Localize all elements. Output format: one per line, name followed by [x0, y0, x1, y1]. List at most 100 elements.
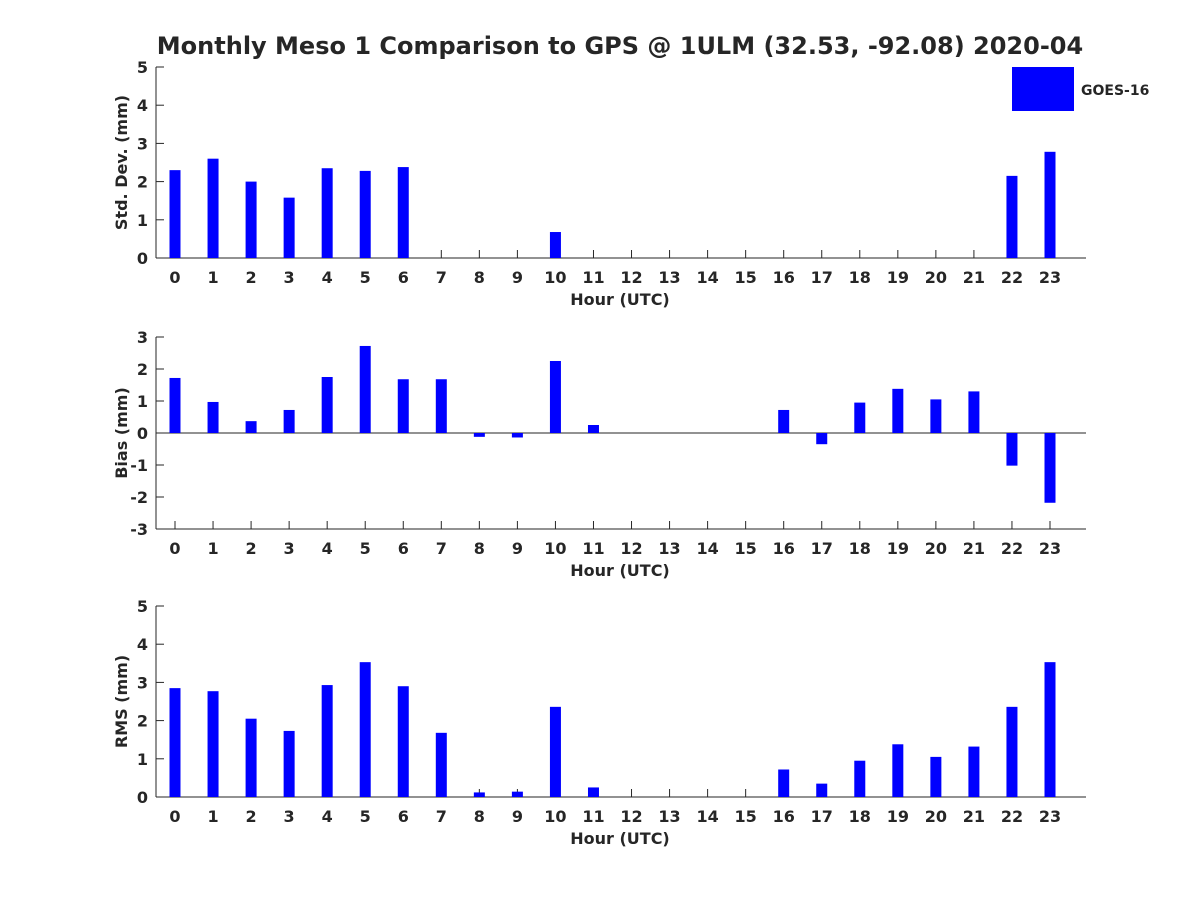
x-tick-label: 19 — [887, 539, 909, 558]
x-tick-label: 15 — [735, 539, 757, 558]
x-tick-label: 17 — [811, 807, 833, 826]
bar-hour-16 — [778, 769, 790, 797]
y-tick-label: -3 — [130, 520, 148, 539]
x-tick-label: 11 — [582, 268, 604, 287]
x-tick-label: 16 — [773, 807, 795, 826]
x-tick-label: 23 — [1039, 807, 1061, 826]
x-tick-label: 3 — [284, 268, 295, 287]
bar-hour-5 — [359, 170, 371, 258]
x-tick-label: 5 — [360, 539, 371, 558]
x-axis-label: Hour (UTC) — [570, 561, 670, 580]
chart-title: Monthly Meso 1 Comparison to GPS @ 1ULM … — [157, 32, 1083, 60]
x-tick-label: 12 — [620, 539, 642, 558]
y-tick-label: 0 — [137, 249, 148, 268]
x-tick-label: 18 — [849, 539, 871, 558]
x-tick-label: 22 — [1001, 268, 1023, 287]
x-tick-label: 8 — [474, 807, 485, 826]
x-tick-label: 15 — [735, 807, 757, 826]
y-tick-label: 1 — [137, 211, 148, 230]
x-tick-label: 6 — [398, 539, 409, 558]
bar-hour-16 — [778, 409, 790, 433]
bar-hour-7 — [435, 732, 447, 797]
bar-hour-1 — [207, 691, 219, 797]
bar-hour-6 — [397, 379, 409, 433]
x-tick-label: 4 — [322, 268, 333, 287]
x-tick-label: 13 — [658, 807, 680, 826]
bar-hour-7 — [435, 379, 447, 433]
x-tick-label: 19 — [887, 807, 909, 826]
bar-hour-20 — [930, 756, 942, 797]
y-axis-label: Std. Dev. (mm) — [112, 95, 131, 230]
bar-hour-4 — [321, 377, 333, 433]
bar-hour-5 — [359, 662, 371, 797]
bar-hour-5 — [359, 345, 371, 433]
bar-hour-18 — [854, 402, 866, 433]
bar-hour-11 — [587, 425, 599, 433]
bar-hour-3 — [283, 409, 295, 433]
x-tick-label: 23 — [1039, 539, 1061, 558]
bar-hour-4 — [321, 168, 333, 258]
bar-hour-21 — [968, 746, 980, 797]
bar-hour-20 — [930, 399, 942, 433]
x-tick-label: 20 — [925, 539, 947, 558]
bar-hour-0 — [169, 377, 181, 433]
y-tick-label: 4 — [137, 96, 148, 115]
x-tick-label: 12 — [620, 807, 642, 826]
bar-hour-23 — [1044, 662, 1056, 797]
x-tick-label: 4 — [322, 539, 333, 558]
bar-hour-10 — [549, 361, 561, 433]
x-tick-label: 0 — [169, 807, 180, 826]
y-tick-label: 3 — [137, 673, 148, 692]
x-tick-label: 11 — [582, 807, 604, 826]
x-axis-label: Hour (UTC) — [570, 829, 670, 848]
bar-hour-6 — [397, 167, 409, 258]
x-tick-label: 4 — [322, 807, 333, 826]
bar-hour-1 — [207, 158, 219, 258]
x-tick-label: 2 — [246, 539, 257, 558]
bar-hour-18 — [854, 760, 866, 797]
bar-hour-4 — [321, 685, 333, 797]
x-tick-label: 8 — [474, 268, 485, 287]
x-tick-label: 16 — [773, 539, 795, 558]
x-tick-label: 10 — [544, 539, 566, 558]
x-tick-label: 16 — [773, 268, 795, 287]
x-tick-label: 1 — [207, 268, 218, 287]
y-axis-label: RMS (mm) — [112, 655, 131, 748]
legend-swatch — [1012, 67, 1074, 111]
bar-hour-23 — [1044, 151, 1056, 258]
bar-hour-19 — [892, 388, 904, 433]
x-tick-label: 18 — [849, 807, 871, 826]
bar-hour-22 — [1006, 175, 1018, 258]
bar-hour-19 — [892, 744, 904, 797]
x-tick-label: 3 — [284, 807, 295, 826]
bar-hour-9 — [511, 433, 523, 438]
y-tick-label: 1 — [137, 392, 148, 411]
x-tick-label: 13 — [658, 539, 680, 558]
bar-hour-10 — [549, 232, 561, 258]
x-tick-label: 23 — [1039, 268, 1061, 287]
bar-hour-2 — [245, 181, 257, 258]
x-tick-label: 5 — [360, 807, 371, 826]
y-tick-label: 5 — [137, 58, 148, 77]
y-tick-label: 2 — [137, 360, 148, 379]
y-tick-label: 2 — [137, 712, 148, 731]
y-tick-label: 4 — [137, 635, 148, 654]
bar-hour-2 — [245, 421, 257, 433]
x-tick-label: 12 — [620, 268, 642, 287]
legend-label: GOES-16 — [1081, 83, 1149, 99]
bar-hour-0 — [169, 688, 181, 797]
bar-hour-8 — [473, 433, 485, 437]
x-axis-label: Hour (UTC) — [570, 290, 670, 309]
x-tick-label: 6 — [398, 807, 409, 826]
bar-hour-9 — [511, 791, 523, 797]
x-tick-label: 17 — [811, 268, 833, 287]
x-tick-label: 14 — [696, 807, 718, 826]
y-tick-label: 3 — [137, 134, 148, 153]
y-tick-label: -2 — [130, 488, 148, 507]
x-tick-label: 22 — [1001, 539, 1023, 558]
y-tick-label: 1 — [137, 750, 148, 769]
y-tick-label: 5 — [137, 597, 148, 616]
